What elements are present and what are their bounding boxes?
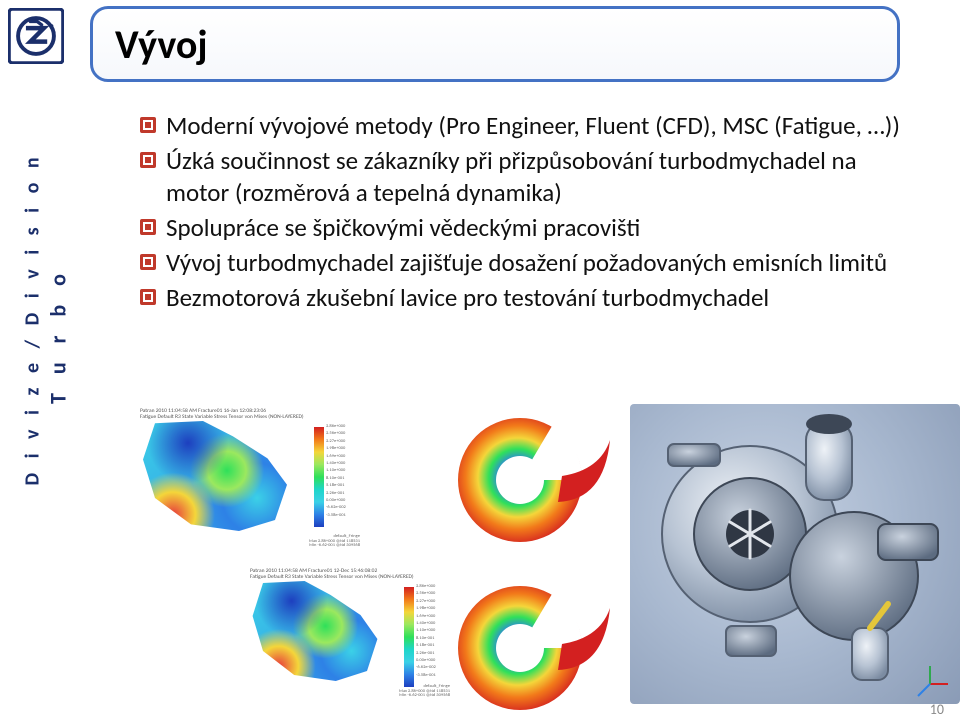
bullet-list: Moderní vývojové metody (Pro Engineer, F… [140,110,900,318]
fea-plot: 2.86e+000 2.56e+000 2.27e+000 1.98e+000 … [140,421,290,531]
cfd-figure [420,400,610,728]
bullet-icon [140,152,156,168]
bullet-icon [140,117,156,133]
bullet-text: Spolupráce se špičkovými vědeckými praco… [166,212,640,243]
bullet-item: Moderní vývojové metody (Pro Engineer, F… [140,110,900,141]
bullet-item: Spolupráce se špičkovými vědeckými praco… [140,212,900,243]
bullet-icon [140,289,156,305]
bullet-text: Moderní vývojové metody (Pro Engineer, F… [166,110,900,141]
rail-line-1: D i v i z e / D i v i s i o n [21,186,45,486]
fea-figure-1: Patran 2010 11:04:58 AM Fracture01 16-Ja… [140,408,304,531]
bullet-text: Bezmotorová zkušební lavice pro testován… [166,282,769,313]
slide: D i v i z e / D i v i s i o n T u r b o … [0,0,960,728]
turbo-cad-figure [630,404,960,704]
fea-note: default_FringeMax 2.86+000 @Nd 118531Min… [290,535,360,549]
fea-contour [250,581,380,681]
fea-legend-ticks: 2.86e+000 2.56e+000 2.27e+000 1.98e+000 … [326,425,360,521]
fea-caption: Patran 2010 11:04:58 AM Fracture01 12-De… [250,568,414,580]
fea-caption: Patran 2010 11:04:58 AM Fracture01 16-Ja… [140,408,304,420]
page-number: 10 [930,701,944,718]
bullet-item: Vývoj turbodmychadel zajišťuje dosažení … [140,247,900,278]
figures-area: Patran 2010 11:04:58 AM Fracture01 16-Ja… [130,400,950,720]
bullet-text: Vývoj turbodmychadel zajišťuje dosažení … [166,247,887,278]
fea-legend-bar [404,587,414,687]
rail-division-text: D i v i z e / D i v i s i o n T u r b o [21,186,72,486]
bullet-icon [140,254,156,270]
left-rail: D i v i z e / D i v i s i o n T u r b o [0,0,120,728]
rail-line-2: T u r b o [45,186,72,486]
fea-legend-bar [314,427,324,527]
fea-contour [140,421,290,531]
page-title: Vývoj [115,20,208,69]
title-container: Vývoj [90,6,900,82]
bullet-text: Úzká součinnost se zákazníky při přizpůs… [166,145,900,208]
bullet-item: Úzká součinnost se zákazníky při přizpůs… [140,145,900,208]
fea-plot: 2.86e+000 2.56e+000 2.27e+000 1.98e+000 … [250,581,380,681]
company-logo [8,8,64,64]
fea-figure-2: Patran 2010 11:04:58 AM Fracture01 12-De… [250,568,414,681]
bullet-icon [140,219,156,235]
bullet-item: Bezmotorová zkušební lavice pro testován… [140,282,900,313]
